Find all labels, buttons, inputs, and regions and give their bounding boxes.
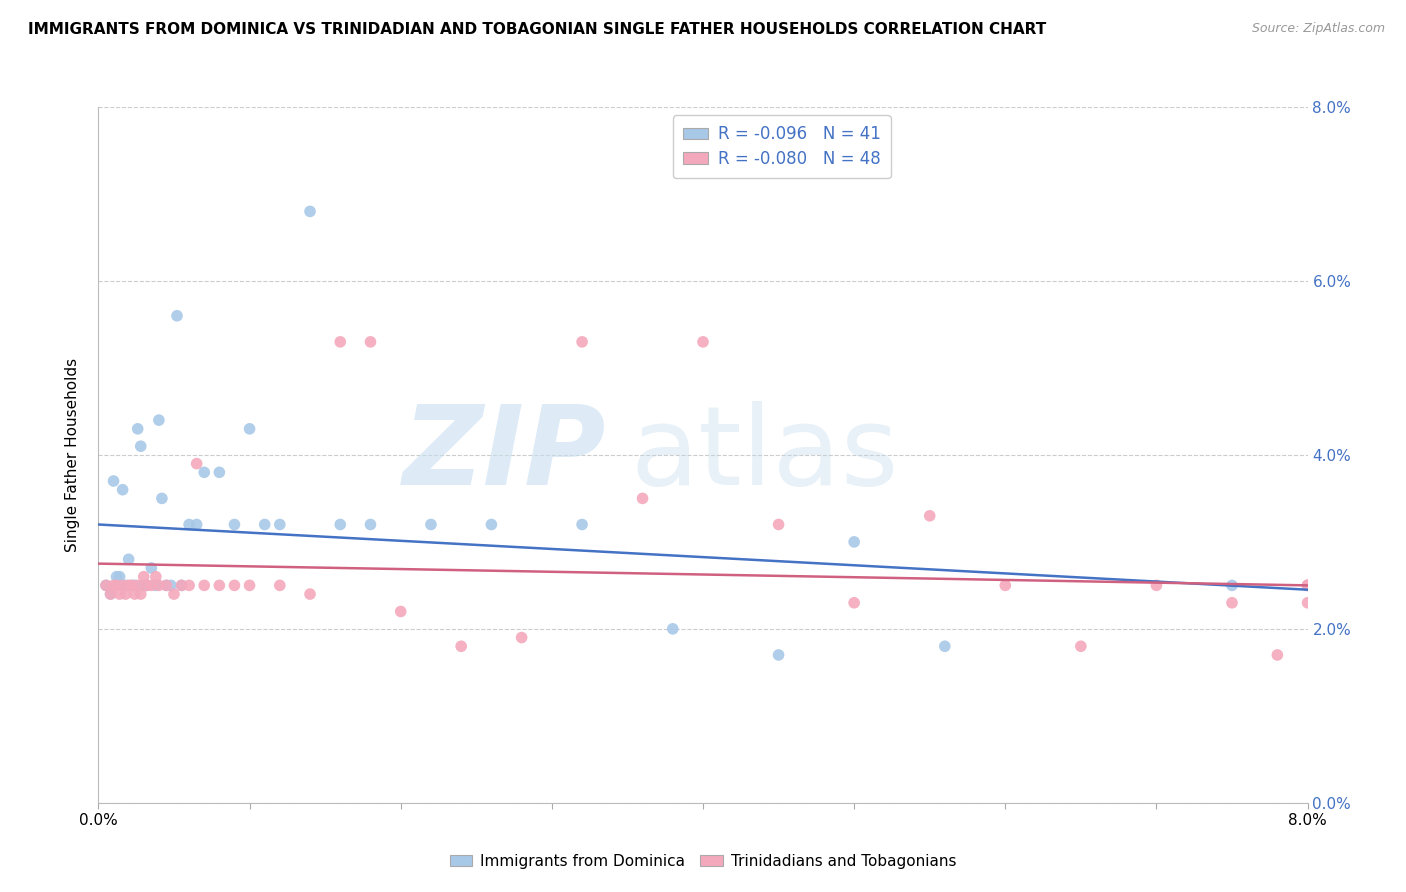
Text: ZIP: ZIP xyxy=(402,401,606,508)
Point xyxy=(571,517,593,532)
Point xyxy=(170,578,193,592)
Point xyxy=(121,578,143,592)
Point xyxy=(132,570,155,584)
Point xyxy=(269,578,291,592)
Point xyxy=(141,561,163,575)
Legend: Immigrants from Dominica, Trinidadians and Tobagonians: Immigrants from Dominica, Trinidadians a… xyxy=(443,848,963,875)
Point xyxy=(105,578,128,592)
Point xyxy=(114,578,136,592)
Point xyxy=(1296,596,1319,610)
Point xyxy=(224,578,246,592)
Point xyxy=(105,570,128,584)
Point xyxy=(1267,648,1289,662)
Point xyxy=(224,517,246,532)
Point xyxy=(118,578,141,592)
Point xyxy=(186,517,208,532)
Point xyxy=(111,578,134,592)
Point xyxy=(299,587,322,601)
Point xyxy=(510,631,533,645)
Point xyxy=(127,578,149,592)
Point xyxy=(360,334,382,349)
Point xyxy=(1146,578,1168,592)
Point xyxy=(844,535,866,549)
Point xyxy=(692,334,714,349)
Point xyxy=(135,578,157,592)
Point xyxy=(132,578,155,592)
Point xyxy=(1296,578,1319,592)
Point xyxy=(239,422,262,436)
Point xyxy=(994,578,1017,592)
Text: IMMIGRANTS FROM DOMINICA VS TRINIDADIAN AND TOBAGONIAN SINGLE FATHER HOUSEHOLDS : IMMIGRANTS FROM DOMINICA VS TRINIDADIAN … xyxy=(28,22,1046,37)
Point xyxy=(844,596,866,610)
Point xyxy=(135,578,157,592)
Point xyxy=(129,439,152,453)
Point xyxy=(329,334,352,349)
Point xyxy=(269,517,291,532)
Point xyxy=(193,466,215,480)
Point xyxy=(100,587,122,601)
Point xyxy=(186,457,208,471)
Point xyxy=(179,578,201,592)
Point xyxy=(94,578,117,592)
Point xyxy=(1296,578,1319,592)
Point xyxy=(148,413,170,427)
Point xyxy=(160,578,183,592)
Point xyxy=(150,491,173,506)
Point xyxy=(155,578,177,592)
Point xyxy=(94,578,117,592)
Point xyxy=(108,587,131,601)
Point xyxy=(193,578,215,592)
Point xyxy=(768,517,790,532)
Point xyxy=(253,517,276,532)
Point xyxy=(124,587,146,601)
Point xyxy=(662,622,685,636)
Point xyxy=(124,578,146,592)
Point xyxy=(111,483,134,497)
Text: atlas: atlas xyxy=(630,401,898,508)
Point xyxy=(145,578,167,592)
Point xyxy=(141,578,163,592)
Point xyxy=(121,578,143,592)
Point xyxy=(631,491,654,506)
Point xyxy=(108,570,131,584)
Point xyxy=(1220,578,1243,592)
Point xyxy=(481,517,503,532)
Point xyxy=(1296,578,1319,592)
Point xyxy=(145,570,167,584)
Point xyxy=(114,587,136,601)
Point xyxy=(329,517,352,532)
Point xyxy=(389,605,412,619)
Point xyxy=(148,578,170,592)
Point xyxy=(420,517,443,532)
Point xyxy=(768,648,790,662)
Point xyxy=(170,578,193,592)
Point xyxy=(103,578,125,592)
Point xyxy=(103,474,125,488)
Point xyxy=(571,334,593,349)
Point xyxy=(129,587,152,601)
Point xyxy=(360,517,382,532)
Point xyxy=(934,639,956,653)
Point xyxy=(155,578,177,592)
Point xyxy=(1070,639,1092,653)
Point xyxy=(208,466,231,480)
Point xyxy=(239,578,262,592)
Point xyxy=(179,517,201,532)
Point xyxy=(100,587,122,601)
Point xyxy=(299,204,322,219)
Point xyxy=(450,639,472,653)
Point xyxy=(163,587,186,601)
Point xyxy=(1220,596,1243,610)
Point xyxy=(918,508,941,523)
Point xyxy=(127,422,149,436)
Point xyxy=(208,578,231,592)
Point xyxy=(166,309,188,323)
Point xyxy=(118,552,141,566)
Y-axis label: Single Father Households: Single Father Households xyxy=(65,358,80,552)
Text: Source: ZipAtlas.com: Source: ZipAtlas.com xyxy=(1251,22,1385,36)
